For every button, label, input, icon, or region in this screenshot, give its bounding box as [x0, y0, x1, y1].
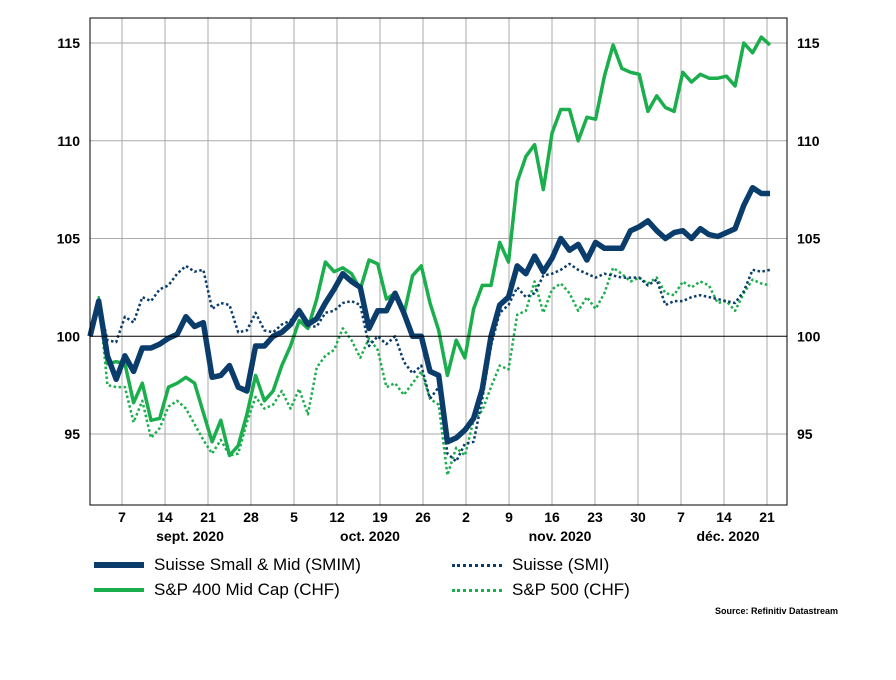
- x-tick-11: 23: [587, 509, 603, 525]
- series-lines: [87, 35, 772, 477]
- y-tick-right-110: 110: [797, 133, 820, 149]
- gridlines: [90, 18, 787, 505]
- legend-label-smi: Suisse (SMI): [512, 555, 610, 574]
- y-tick-labels-right: 95 100 105 110 115: [797, 35, 821, 442]
- x-tick-15: 21: [759, 509, 775, 525]
- y-tick-right-115: 115: [797, 35, 820, 51]
- plot-frame: [89, 17, 788, 506]
- month-labels: sept. 2020 oct. 2020 nov. 2020 déc. 2020: [156, 528, 760, 544]
- source-note: Source: Refinitiv Datastream: [714, 606, 838, 616]
- month-label-3: déc. 2020: [696, 528, 759, 544]
- x-tick-10: 16: [544, 509, 560, 525]
- legend-label-smim: Suisse Small & Mid (SMIM): [154, 555, 361, 574]
- y-tick-left-105: 105: [57, 231, 81, 247]
- legend-swatch-smi: [452, 563, 502, 567]
- month-label-1: oct. 2020: [340, 528, 400, 544]
- x-tick-7: 26: [415, 509, 431, 525]
- legend-item-sp400: S&P 400 Mid Cap (CHF): [94, 580, 340, 600]
- legend-swatch-smim: [94, 562, 144, 568]
- x-tick-3: 28: [243, 509, 259, 525]
- y-tick-left-100: 100: [57, 328, 81, 344]
- x-tick-4: 5: [290, 509, 298, 525]
- x-tick-2: 21: [200, 509, 216, 525]
- y-tick-labels-left: 95 100 105 110 115: [57, 35, 81, 442]
- month-label-2: nov. 2020: [529, 528, 592, 544]
- x-tick-13: 7: [677, 509, 685, 525]
- x-tick-1: 14: [157, 509, 173, 525]
- series-line-0: [87, 184, 770, 445]
- x-tick-6: 19: [372, 509, 388, 525]
- y-tick-right-105: 105: [797, 231, 821, 247]
- x-tick-14: 14: [716, 509, 732, 525]
- legend-label-sp400: S&P 400 Mid Cap (CHF): [154, 580, 340, 599]
- y-tick-left-115: 115: [57, 35, 80, 51]
- x-tick-12: 30: [630, 509, 646, 525]
- x-tick-0: 7: [118, 509, 126, 525]
- legend-swatch-sp400: [94, 588, 144, 592]
- x-tick-5: 12: [329, 509, 345, 525]
- legend-label-sp500: S&P 500 (CHF): [512, 580, 630, 599]
- y-tick-right-95: 95: [797, 426, 813, 442]
- series-line-3: [88, 266, 771, 477]
- x-tick-9: 9: [505, 509, 513, 525]
- y-tick-right-100: 100: [797, 328, 821, 344]
- legend-item-sp500: S&P 500 (CHF): [452, 580, 630, 600]
- month-label-0: sept. 2020: [156, 528, 224, 544]
- legend-swatch-sp500: [452, 588, 502, 592]
- y-tick-left-95: 95: [64, 426, 80, 442]
- legend-item-smi: Suisse (SMI): [452, 555, 609, 575]
- x-tick-labels: 7 14 21 28 5 12 19 26 2 9 16 23 30 7 14 21: [118, 509, 775, 525]
- series-line-1: [88, 35, 772, 458]
- legend-item-smim: Suisse Small & Mid (SMIM): [94, 555, 361, 575]
- y-tick-left-110: 110: [57, 133, 80, 149]
- x-tick-8: 2: [462, 509, 470, 525]
